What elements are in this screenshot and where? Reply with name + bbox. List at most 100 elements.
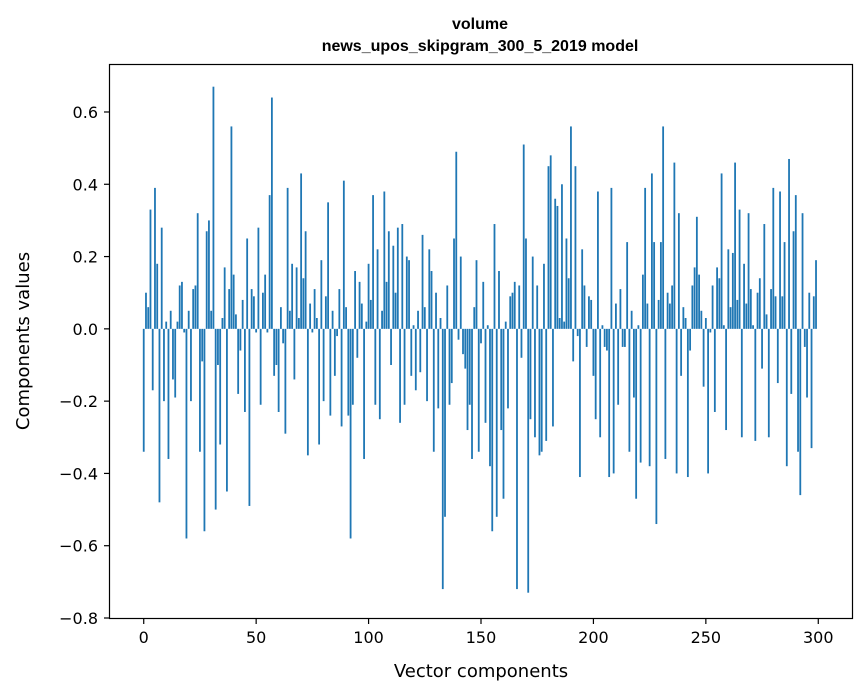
bar-40 <box>232 274 235 329</box>
bar-225 <box>648 328 651 467</box>
y-axis-label: Components values <box>13 252 34 430</box>
bar-48 <box>250 289 253 329</box>
bar-41 <box>235 314 237 329</box>
bar-294 <box>803 328 806 347</box>
bar-240 <box>682 307 685 329</box>
bar-80 <box>322 328 325 402</box>
y-tick-label: −0.4 <box>59 464 98 483</box>
bar-265 <box>738 209 741 329</box>
bar-298 <box>812 296 815 329</box>
bar-30 <box>210 310 213 329</box>
bar-66 <box>291 263 294 329</box>
bar-135 <box>446 285 449 329</box>
bar-43 <box>239 328 242 351</box>
bar-183 <box>554 198 557 329</box>
bar-250 <box>704 318 707 329</box>
bar-118 <box>408 260 410 329</box>
bar-262 <box>731 252 734 329</box>
bar-155 <box>491 328 494 532</box>
bar-274 <box>758 278 761 329</box>
bar-187 <box>563 321 566 329</box>
x-tick-label: 150 <box>466 628 497 647</box>
bar-141 <box>459 256 462 329</box>
bar-131 <box>437 328 440 409</box>
bar-140 <box>457 328 460 340</box>
bar-134 <box>444 328 446 517</box>
bar-299 <box>815 260 817 329</box>
bar-223 <box>644 187 647 329</box>
bar-185 <box>558 318 561 329</box>
bar-143 <box>464 328 467 369</box>
bar-44 <box>241 299 244 329</box>
y-tick-label: 0.6 <box>73 103 98 122</box>
bar-117 <box>405 256 408 329</box>
bar-79 <box>320 260 323 329</box>
bar-93 <box>351 328 354 405</box>
bar-252 <box>709 328 712 333</box>
bar-86 <box>336 328 338 337</box>
bar-152 <box>484 328 487 423</box>
bar-193 <box>576 328 579 337</box>
bar-267 <box>743 263 745 329</box>
bar-289 <box>792 231 795 329</box>
bar-206 <box>606 328 608 351</box>
bar-156 <box>493 224 496 329</box>
bar-142 <box>462 328 464 355</box>
bar-204 <box>601 325 604 329</box>
bar-10 <box>165 321 168 329</box>
bar-170 <box>525 238 527 329</box>
bar-60 <box>277 328 280 412</box>
bar-22 <box>192 289 195 329</box>
bar-159 <box>500 328 503 431</box>
bar-17 <box>181 281 183 329</box>
bar-235 <box>671 285 674 329</box>
bar-63 <box>284 328 287 434</box>
bar-57 <box>270 97 273 329</box>
bar-297 <box>810 328 813 449</box>
bar-232 <box>664 328 667 459</box>
bar-55 <box>266 328 269 333</box>
bar-233 <box>666 292 669 329</box>
bar-98 <box>363 328 365 459</box>
x-tick-label: 50 <box>246 628 266 647</box>
bar-31 <box>212 86 215 329</box>
bar-126 <box>426 328 428 402</box>
bar-260 <box>727 249 730 329</box>
bar-296 <box>808 292 811 329</box>
bar-90 <box>345 307 347 329</box>
y-tick-label: 0.2 <box>73 248 98 267</box>
bar-102 <box>372 195 374 329</box>
x-tick-label: 250 <box>691 628 722 647</box>
bar-213 <box>621 328 624 347</box>
bar-162 <box>507 328 509 409</box>
bar-241 <box>684 318 687 329</box>
bar-255 <box>716 267 718 329</box>
bar-33 <box>217 328 219 365</box>
bar-268 <box>745 303 748 329</box>
bar-174 <box>534 328 536 438</box>
bar-27 <box>203 328 206 532</box>
bar-121 <box>414 328 417 391</box>
bar-190 <box>570 126 572 329</box>
y-tick-label: −0.2 <box>59 392 98 411</box>
bar-205 <box>603 328 606 347</box>
bar-158 <box>498 271 500 329</box>
bar-21 <box>190 328 192 402</box>
bar-130 <box>435 292 437 329</box>
bar-195 <box>581 249 584 329</box>
bar-275 <box>761 328 763 369</box>
bar-253 <box>711 285 714 329</box>
bar-263 <box>734 162 736 329</box>
bar-77 <box>315 318 318 329</box>
bar-137 <box>450 328 453 384</box>
bar-285 <box>783 242 786 329</box>
bar-83 <box>329 328 332 416</box>
bar-189 <box>567 278 570 329</box>
bar-69 <box>297 318 300 329</box>
bar-94 <box>354 271 356 329</box>
bar-53 <box>262 292 264 329</box>
bar-261 <box>729 307 732 329</box>
bar-208 <box>610 187 613 329</box>
bar-264 <box>736 299 739 329</box>
